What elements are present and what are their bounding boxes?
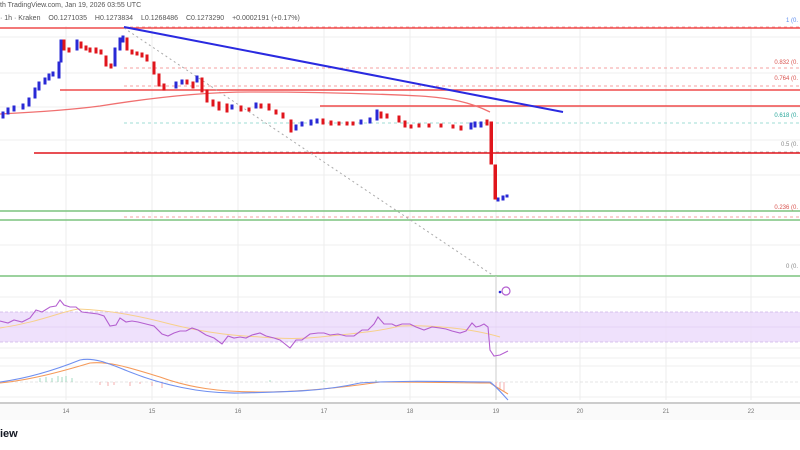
open-value: O0.1271035 (48, 15, 87, 22)
ohlc-legend: · 1h · Kraken O0.1271035 H0.1273834 L0.1… (0, 13, 306, 25)
fib-diagonal (123, 27, 495, 277)
fibonacci-levels (124, 26, 800, 277)
fib-label-05: 0.5 (0. (780, 142, 798, 148)
x-axis-bar (0, 404, 800, 420)
x-label-15: 15 (148, 409, 156, 415)
fib-label-1: 1 (0. (785, 18, 798, 24)
symbol-info: · 1h · Kraken (0, 15, 41, 22)
low-value: L0.1268486 (141, 15, 179, 22)
close-value: C0.1273290 (185, 15, 225, 22)
event-marker-icon[interactable] (501, 286, 511, 296)
x-label-18: 18 (406, 409, 414, 415)
tradingview-logo-text: iew (0, 428, 18, 440)
change-value: +0.0002191 (+0.17%) (232, 15, 300, 22)
fib-label-0618: 0.618 (0. (774, 113, 798, 119)
high-value: H0.1273834 (94, 15, 134, 22)
macd-signal-line (0, 362, 509, 395)
descending-trendline (123, 26, 564, 113)
macd-histogram (39, 376, 505, 392)
x-label-20: 20 (576, 409, 584, 415)
sma-line (0, 91, 491, 115)
fib-label-0236: 0.236 (0. (774, 205, 798, 211)
fib-label-0: 0 (0. (785, 264, 798, 270)
published-info: th TradingView.com, Jan 19, 2026 03:55 U… (0, 2, 142, 9)
x-label-17: 17 (320, 409, 328, 415)
rsi-line (0, 299, 509, 357)
x-label-14: 14 (62, 409, 70, 415)
candles (1, 35, 509, 202)
x-label-21: 21 (662, 409, 670, 415)
macd-line (0, 358, 509, 401)
x-label-16: 16 (234, 409, 242, 415)
support-lines (0, 210, 800, 277)
x-label-22: 22 (747, 409, 755, 415)
fib-label-0832: 0.832 (0. (774, 60, 798, 66)
event-dot (498, 290, 502, 294)
horizontal-grid (0, 36, 800, 398)
x-label-19: 19 (492, 409, 500, 415)
fib-label-0764: 0.764 (0. (774, 76, 798, 82)
